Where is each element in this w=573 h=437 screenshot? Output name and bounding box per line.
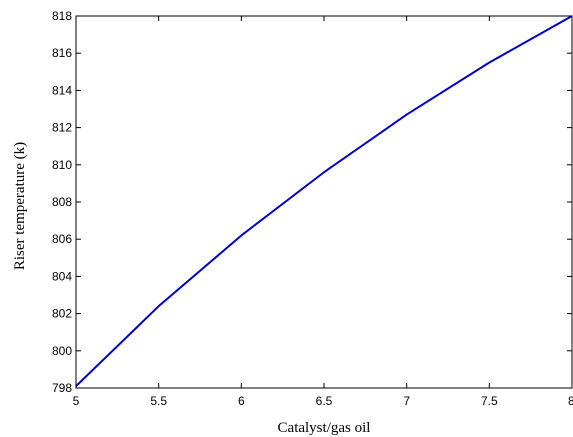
x-axis: 5 5.5 6 6.5 7 7.5 8 bbox=[73, 16, 573, 408]
y-tick-label: 810 bbox=[52, 158, 72, 172]
y-axis: 798 800 802 804 806 808 810 812 814 816 818 bbox=[52, 9, 572, 395]
y-tick-label: 812 bbox=[52, 121, 72, 135]
x-tick-label: 7.5 bbox=[481, 394, 498, 408]
x-tick-label: 5 bbox=[73, 394, 80, 408]
y-tick-label: 818 bbox=[52, 9, 72, 23]
y-tick-label: 804 bbox=[52, 269, 72, 283]
x-tick-label: 8 bbox=[568, 394, 573, 408]
plot-area bbox=[75, 15, 573, 389]
y-tick-label: 808 bbox=[52, 195, 72, 209]
plot-frame bbox=[75, 15, 573, 389]
y-tick-label: 806 bbox=[52, 232, 72, 246]
x-tick-label: 7 bbox=[403, 394, 410, 408]
y-tick-label: 800 bbox=[52, 344, 72, 358]
y-tick-label: 802 bbox=[52, 307, 72, 321]
y-tick-label: 798 bbox=[52, 381, 72, 395]
series-line bbox=[75, 15, 573, 387]
x-tick-label: 5.5 bbox=[150, 394, 167, 408]
x-tick-label: 6.5 bbox=[316, 394, 333, 408]
x-axis-label: Catalyst/gas oil bbox=[278, 420, 371, 436]
y-axis-label: Riser temperature (k) bbox=[12, 142, 28, 270]
y-tick-label: 814 bbox=[52, 83, 72, 97]
y-tick-label: 816 bbox=[52, 46, 72, 60]
x-tick-label: 6 bbox=[238, 394, 245, 408]
series-layer bbox=[75, 15, 573, 387]
